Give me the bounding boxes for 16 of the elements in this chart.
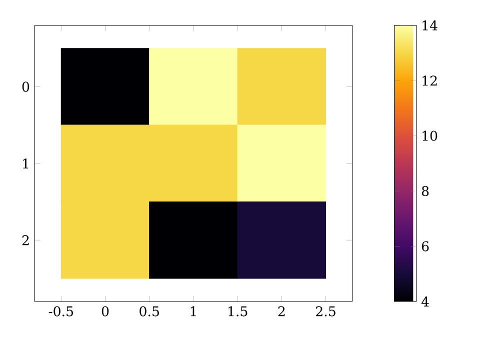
x-tick-label: 2 (278, 306, 285, 316)
x-tick-label: 0.5 (140, 306, 159, 316)
x-tick-label: 1 (190, 306, 196, 316)
y-tick-label: 1 (23, 158, 28, 168)
color-bar-label: 4 (421, 296, 429, 306)
color-bar-label: 12 (422, 76, 437, 86)
color-bar-label: 6 (422, 241, 429, 252)
color-bar-label: 14 (422, 20, 438, 30)
x-tick-label: 1.5 (228, 306, 248, 316)
x-tick-label: -0.5 (48, 306, 74, 316)
x-tick-label: 0 (102, 306, 109, 316)
color-bar-label: 10 (422, 130, 438, 141)
color-bar-label: 8 (422, 186, 429, 196)
y-tick-label: 2 (22, 235, 29, 245)
y-tick-label: 0 (22, 82, 30, 92)
x-tick-label: 2.5 (316, 306, 336, 316)
